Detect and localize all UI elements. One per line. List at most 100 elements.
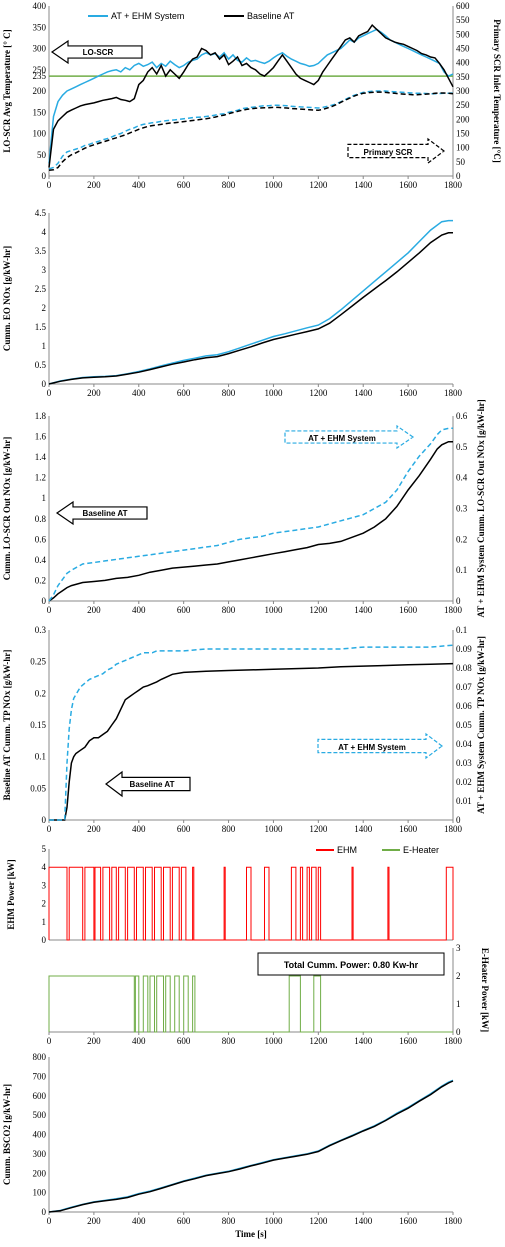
lo-y2-label: AT + EHM System Cumm. LO-SCR Out NOx [g/… — [476, 399, 486, 617]
tp-y-tick-label-left: 0.25 — [30, 657, 46, 667]
lo-y-tick-label-left: 0 — [42, 596, 47, 606]
co2-y-tick-label-left: 800 — [33, 1052, 47, 1062]
tp-ehm-arrow — [317, 732, 443, 760]
pw-x-tick-label: 0 — [47, 1036, 52, 1046]
lo-x-tick-label: 1000 — [264, 605, 283, 615]
pw-y-label: EHM Power [kW] — [6, 859, 16, 929]
pw-x-tick-label: 1400 — [354, 1036, 373, 1046]
eo-y-label: Cumm. EO NOx [g/kW-hr] — [2, 246, 12, 351]
co2-y-tick-label-left: 500 — [33, 1110, 47, 1120]
tp-ehm-annotation: AT + EHM System — [338, 743, 406, 752]
co2-y-tick-label-left: 200 — [33, 1168, 47, 1178]
eo-x-tick-label: 800 — [222, 388, 236, 398]
lo-series-line-1 — [48, 427, 453, 602]
total-power-box — [257, 952, 445, 976]
pw-ehm-y-tick-label-left: 1 — [42, 917, 47, 927]
total-power-label: Total Cumm. Power: 0.80 Kw-hr — [284, 960, 419, 970]
lo-y-tick-label-left: 1.6 — [35, 432, 47, 442]
pw-x-tick-label: 1800 — [444, 1036, 463, 1046]
temp-y-label: LO-SCR Avg Temperature [° C] — [2, 29, 12, 152]
tp-y-tick-label-right: 0.05 — [456, 720, 472, 730]
tp-y-tick-label-right: 0.06 — [456, 701, 472, 711]
temp-series-line-1 — [48, 23, 454, 168]
temp-y-tick-label-right: 450 — [456, 44, 470, 54]
co2-series-line-0 — [48, 1079, 454, 1213]
eo-x-tick-label: 1800 — [444, 388, 463, 398]
pw-x-tick-label: 1000 — [264, 1036, 283, 1046]
lo-y-tick-label-left: 0.6 — [35, 534, 47, 544]
eo-y-tick-label-left: 1.5 — [35, 322, 47, 332]
temp-y-tick-label-left: 350 — [33, 22, 47, 32]
lo-y-label: Cumm. LO-SCR Out NOx [g/kW-hr] — [2, 437, 12, 580]
tp-y-tick-label-right: 0.02 — [456, 777, 472, 787]
temp-y-tick-label-right: 50 — [456, 157, 466, 167]
lo-y-tick-label-right: 0.1 — [456, 565, 467, 575]
temp-x-tick-label: 1000 — [264, 180, 283, 190]
eo-y-tick-label-left: 2.5 — [35, 284, 47, 294]
eo-y-tick-label-left: 0.5 — [35, 360, 47, 370]
eo-series-line-1 — [48, 232, 453, 385]
co2-series-line-1 — [48, 1080, 454, 1213]
temp-y-tick-label-right: 350 — [456, 72, 470, 82]
tp-y-tick-label-left: 0.3 — [35, 625, 47, 635]
co2-y-tick-label-left: 700 — [33, 1071, 47, 1081]
tp-baseline-arrow — [105, 770, 191, 798]
panel-lo-scr-nox: 0 200 400 600 800 1000 1200 1400 1600 180000.20.4… — [2, 399, 486, 617]
tp-y-tick-label-right: 0 — [456, 815, 461, 825]
temp-x-tick-label: 200 — [87, 180, 101, 190]
lo-y-tick-label-right: 0.4 — [456, 473, 468, 483]
legend-label-baseline: Baseline AT — [247, 11, 295, 21]
pw-y2-label: E-Heater Power [kW] — [480, 948, 490, 1032]
tp-y2-label: AT + EHM System Cumm. TP NOx [g/kW-hr] — [476, 636, 486, 814]
tp-baseline-annotation: Baseline AT — [130, 780, 175, 789]
temp-x-tick-label: 1800 — [444, 180, 463, 190]
lo-y-tick-label-left: 0.8 — [35, 514, 47, 524]
pw-heater-series-line — [48, 975, 453, 1033]
co2-y-tick-label-left: 0 — [42, 1207, 47, 1217]
tp-y-tick-label-right: 0.03 — [456, 758, 472, 768]
lo-y-tick-label-left: 0.2 — [35, 575, 46, 585]
lo-baseline-arrow — [55, 500, 148, 526]
eo-x-tick-label: 200 — [87, 388, 101, 398]
co2-y-tick-label-left: 600 — [33, 1091, 47, 1101]
eo-series-line-0 — [48, 219, 453, 385]
eo-y-tick-label-left: 2 — [42, 303, 47, 313]
tp-x-tick-label: 0 — [47, 824, 52, 834]
temp-series-line-2 — [48, 90, 454, 170]
pw-x-tick-label: 400 — [132, 1036, 146, 1046]
eo-x-tick-label: 400 — [132, 388, 146, 398]
temp-y-tick-label-right: 0 — [456, 171, 461, 181]
eo-y-tick-label-left: 0 — [42, 379, 47, 389]
tp-x-tick-label: 200 — [87, 824, 101, 834]
temp-x-tick-label: 600 — [177, 180, 191, 190]
co2-x-tick-label: 1000 — [264, 1216, 283, 1226]
panel-bsco2: 0 200 400 600 800 1000 1200 1400 1600 1800 0 100 200… — [2, 1052, 463, 1239]
eo-y-tick-label-left: 4.5 — [35, 208, 47, 218]
lo-x-tick-label: 0 — [47, 605, 52, 615]
lo-x-tick-label: 1400 — [354, 605, 373, 615]
temp-x-tick-label: 400 — [132, 180, 146, 190]
panel-eo-nox: 0 200 400 600 800 1000 1200 1400 1600 1800 0 0.5 1 1.… — [2, 208, 463, 398]
temp-y-tick-label-right: 250 — [456, 100, 470, 110]
eo-y-tick-label-left: 1 — [42, 341, 47, 351]
temp-y-tick-label-right: 550 — [456, 15, 470, 25]
temp-y-tick-label-right: 200 — [456, 114, 470, 124]
pw-ehm-y-tick-label-left: 0 — [42, 935, 47, 945]
lo-x-tick-label: 400 — [132, 605, 146, 615]
temp-y2-label: Primary SCR Inlet Temperature [°C] — [492, 19, 502, 162]
tp-y-label: Baseline AT Cumm. TP NOx [g/kW-hr] — [2, 650, 12, 801]
lo-y-tick-label-right: 0.3 — [456, 504, 468, 514]
eo-x-tick-label: 1000 — [264, 388, 283, 398]
co2-x-tick-label: 1400 — [354, 1216, 373, 1226]
co2-y-label: Cumm. BSCO2 [g/kW-hr] — [2, 1084, 12, 1185]
temp-y-tick-label-left: 235 — [33, 71, 47, 81]
pw-x-tick-label: 1200 — [309, 1036, 328, 1046]
eo-x-tick-label: 1200 — [309, 388, 328, 398]
co2-x-tick-label: 1600 — [399, 1216, 418, 1226]
pw-heater-y-tick-label-right: 1 — [456, 999, 461, 1009]
co2-x-tick-label: 200 — [87, 1216, 101, 1226]
temp-y-tick-label-right: 300 — [456, 86, 470, 96]
tp-y-tick-label-right: 0.01 — [456, 796, 472, 806]
tp-x-tick-label: 1200 — [309, 824, 328, 834]
